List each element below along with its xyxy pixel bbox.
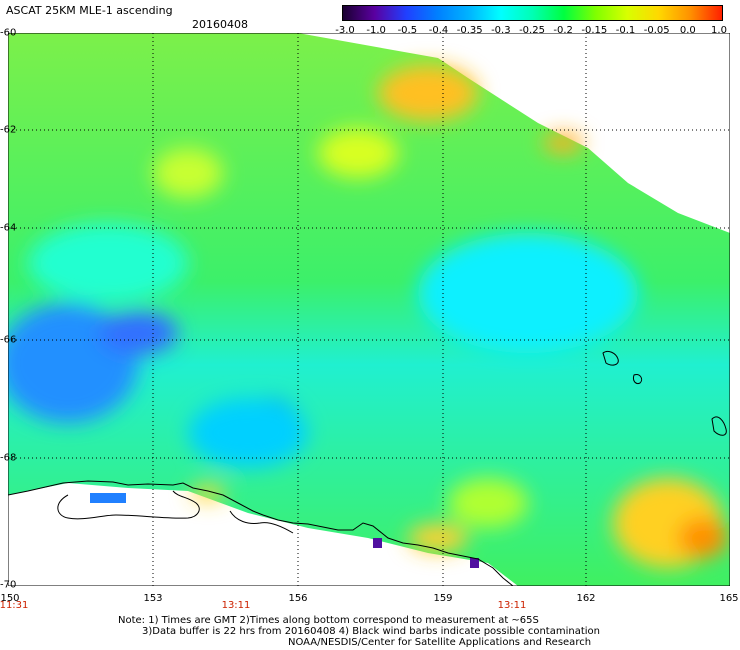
time-label: 13:11 — [221, 600, 251, 611]
colorbar-label: -0.25 — [519, 25, 545, 36]
coastline — [8, 480, 514, 586]
lon-label: 162 — [576, 593, 596, 604]
lat-label: -64 — [0, 222, 17, 234]
island-outline — [633, 374, 643, 384]
lat-label: -70 — [0, 579, 17, 591]
island-outline — [602, 350, 619, 366]
grid-lines — [8, 33, 730, 586]
wind-field — [8, 33, 730, 586]
note-line-3: NOAA/NESDIS/Center for Satellite Applica… — [288, 637, 592, 648]
lat-label: -62 — [0, 124, 17, 136]
colorbar-label: -0.5 — [397, 25, 418, 36]
coastline-bay — [229, 510, 294, 534]
ascat-map — [8, 33, 730, 586]
note-line-1: Note: 1) Times are GMT 2)Times along bot… — [118, 615, 539, 626]
lon-label: 165 — [719, 593, 739, 604]
lon-label: 153 — [143, 593, 163, 604]
colorbar-label: -0.15 — [581, 25, 608, 36]
colorbar-label: -0.2 — [553, 25, 573, 36]
colorbar-label: -0.05 — [643, 25, 670, 36]
time-label: 11:31 — [0, 600, 29, 611]
lat-label: -60 — [0, 27, 17, 39]
map-title: ASCAT 25KM MLE-1 ascending — [6, 4, 173, 17]
coastline-inland — [57, 490, 200, 520]
note-line-2: 3)Data buffer is 22 hrs from 20160408 4)… — [142, 626, 600, 637]
colorbar-label: 0.0 — [679, 25, 696, 36]
colorbar-label: -0.3 — [491, 25, 511, 36]
lon-label: 156 — [288, 593, 308, 604]
colorbar-label: -1.0 — [366, 25, 386, 36]
colorbar-label: -0.35 — [456, 25, 483, 36]
colorbar — [342, 5, 723, 21]
lon-label: 150 — [0, 593, 20, 604]
lat-label: -66 — [0, 334, 17, 346]
colorbar-label: 1.0 — [711, 25, 727, 36]
colorbar-label: -0.4 — [428, 25, 449, 36]
colorbar-label: -3.0 — [335, 25, 355, 36]
island-outline — [711, 416, 727, 436]
lon-label: 159 — [433, 593, 453, 604]
map-date: 20160408 — [192, 18, 248, 31]
lat-label: -68 — [0, 452, 17, 464]
time-label: 13:11 — [497, 600, 527, 611]
colorbar-label: -0.1 — [615, 25, 636, 36]
